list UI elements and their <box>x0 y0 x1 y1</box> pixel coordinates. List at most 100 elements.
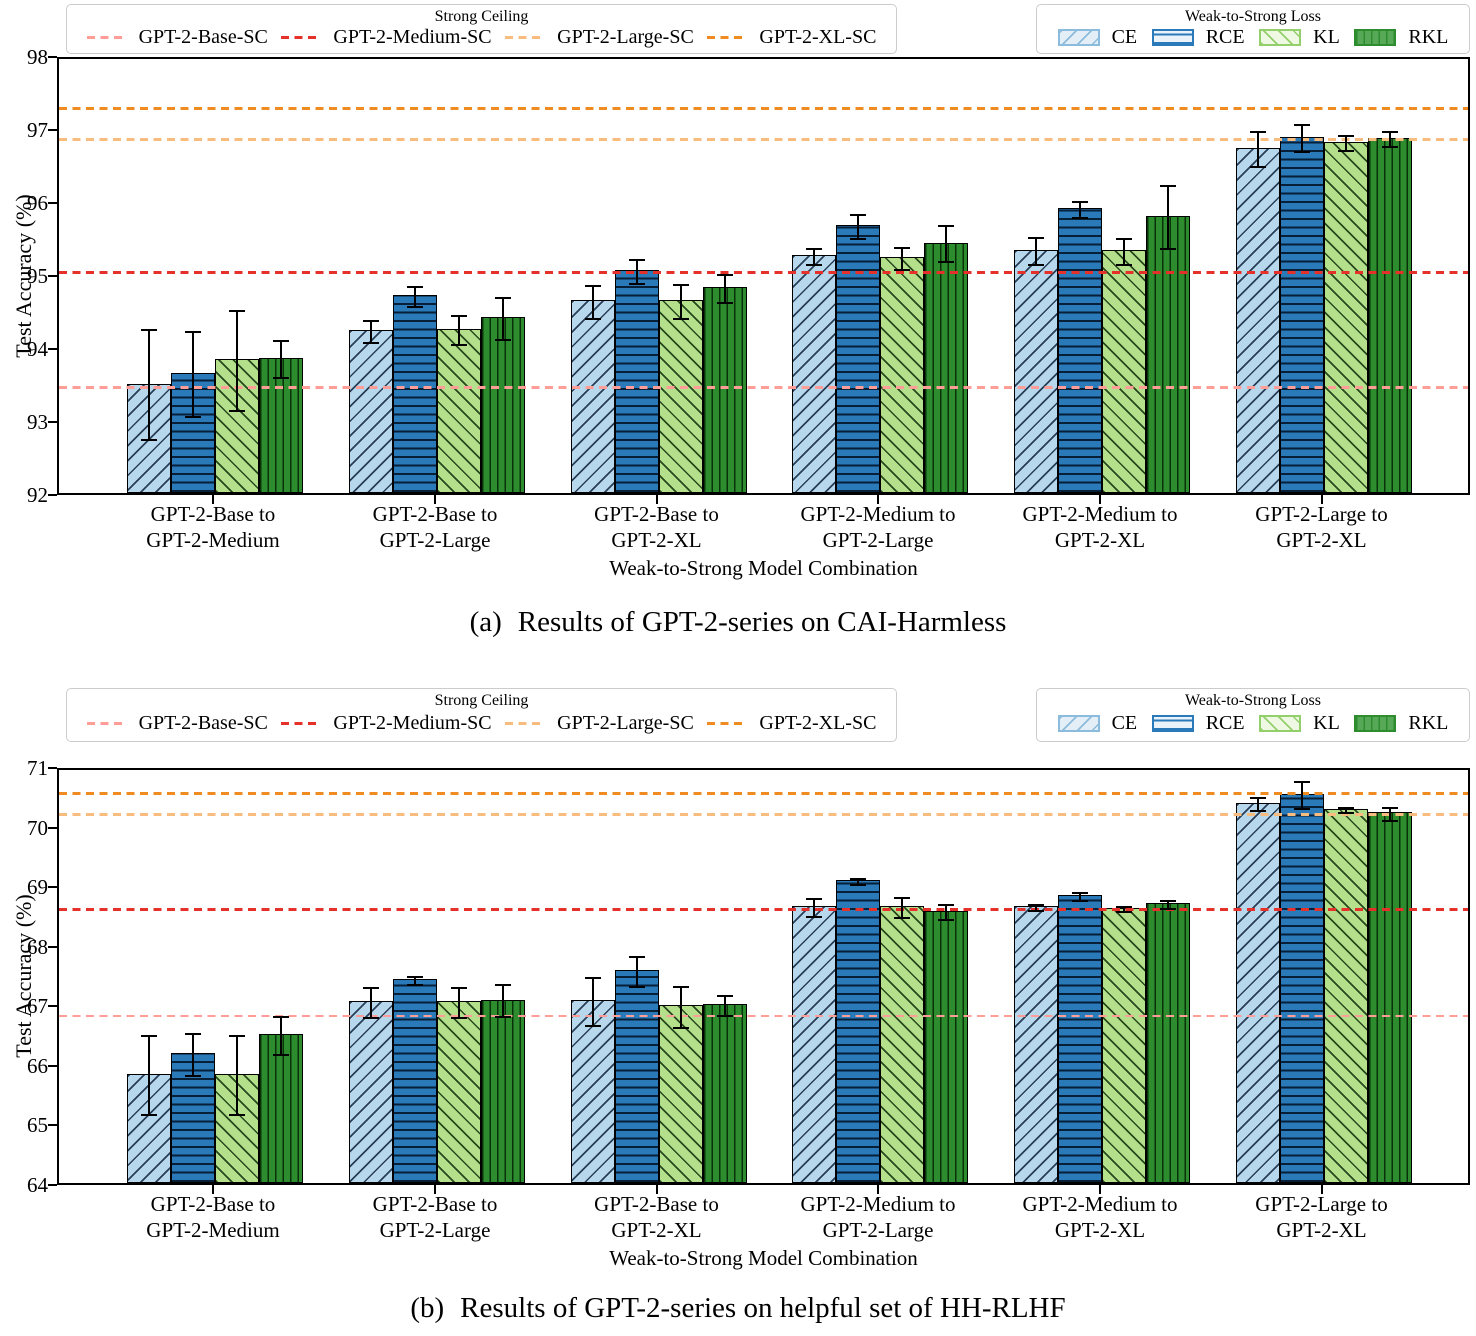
error-bar-rkl-group6 <box>1381 806 1398 822</box>
caption-b: (b) Results of GPT-2-series on helpful se… <box>0 1292 1476 1325</box>
error-bar-ce-group3 <box>584 284 601 320</box>
error-bar-rkl-group6 <box>1381 130 1398 149</box>
legend-item-rkl: RKL <box>1354 26 1448 49</box>
x-tick-mark <box>877 495 879 504</box>
bar-rce-group3 <box>614 270 659 493</box>
bar-kl-group5 <box>1102 907 1146 1183</box>
legend-item-kl: KL <box>1259 712 1340 735</box>
legend-title-strong-ceiling: Strong Ceiling <box>434 8 529 25</box>
bar-rce-group4 <box>836 225 880 493</box>
legend-strong-ceiling-b: Strong Ceiling GPT-2-Base-SC GPT-2-Medium… <box>66 688 897 742</box>
error-bar-rkl-group2 <box>495 984 511 1019</box>
bar-rkl-group2 <box>481 317 525 493</box>
y-tick-label: 96 <box>27 191 48 215</box>
x-tick-label: GPT-2-Base to GPT-2-Large <box>372 1192 498 1242</box>
x-tick-mark <box>212 1185 214 1194</box>
y-tick-mark <box>48 275 57 277</box>
bar-rce-group5 <box>1058 895 1102 1183</box>
legend-item-label: GPT-2-Medium-SC <box>333 712 492 735</box>
x-tick-label: GPT-2-Large to GPT-2-XL <box>1255 1192 1388 1242</box>
hatch-swatch-icon <box>1354 715 1397 733</box>
error-bar-rce-group5 <box>1072 892 1088 902</box>
legend-item-label: GPT-2-XL-SC <box>759 712 877 735</box>
error-bar-ce-group4 <box>806 248 822 266</box>
legend-item-gpt-2-large-sc: GPT-2-Large-SC <box>505 26 694 49</box>
plot-area-b <box>57 768 1470 1185</box>
legend-item-label: GPT-2-XL-SC <box>759 26 877 49</box>
x-tick-mark <box>1320 495 1323 504</box>
y-tick-mark <box>48 767 57 769</box>
caption-b-text: Results of GPT-2-series on helpful set o… <box>460 1292 1066 1324</box>
legend-item-label: RKL <box>1408 26 1449 49</box>
x-tick-label: GPT-2-Base to GPT-2-XL <box>594 502 719 552</box>
error-bar-rkl-group3 <box>716 274 733 304</box>
error-bar-rce-group5 <box>1072 201 1088 219</box>
legend-strong-ceiling-a: Strong Ceiling GPT-2-Base-SC GPT-2-Medium… <box>66 4 897 54</box>
dashed-line-swatch-icon <box>86 722 127 726</box>
error-bar-rkl-group5 <box>1160 185 1176 250</box>
dashed-line-swatch-icon <box>505 722 546 726</box>
x-tick-mark <box>1099 1185 1101 1194</box>
error-bar-ce-group2 <box>363 319 379 345</box>
legend-items-loss: CE RCE KL RKL <box>1037 26 1469 53</box>
error-bar-rkl-group4 <box>938 225 954 264</box>
x-tick-label: GPT-2-Base to GPT-2-XL <box>594 1192 719 1242</box>
bar-rce-group6 <box>1279 794 1324 1183</box>
bar-ce-group2 <box>349 1001 393 1183</box>
bar-rce-group4 <box>836 880 880 1183</box>
bar-ce-group4 <box>792 255 836 493</box>
error-bar-rce-group1 <box>185 1033 201 1077</box>
x-axis-label-b: Weak-to-Strong Model Combination <box>609 1246 918 1270</box>
legend-item-gpt-2-xl-sc: GPT-2-XL-SC <box>707 712 876 735</box>
legend-item-label: GPT-2-Large-SC <box>557 26 694 49</box>
error-bar-kl-group3 <box>672 985 689 1029</box>
y-tick-label: 69 <box>27 875 48 900</box>
error-bar-ce-group1 <box>141 329 157 442</box>
legend-weak-to-strong-loss-b: Weak-to-Strong Loss CE RCE KL RKL <box>1036 688 1470 742</box>
caption-a-text: Results of GPT-2-series on CAI-Harmless <box>517 606 1007 638</box>
x-tick-mark <box>1320 1185 1323 1194</box>
dashed-line-swatch-icon <box>707 722 748 726</box>
legend-item-label: GPT-2-Medium-SC <box>333 26 492 49</box>
y-tick-mark <box>48 421 57 423</box>
y-tick-label: 95 <box>27 264 48 288</box>
bar-ce-group5 <box>1014 249 1058 493</box>
legend-weak-to-strong-loss-a: Weak-to-Strong Loss CE RCE KL RKL <box>1036 4 1470 54</box>
y-tick-mark <box>48 1124 57 1127</box>
x-tick-label: GPT-2-Medium to GPT-2-XL <box>1022 1192 1178 1242</box>
y-tick-label: 66 <box>27 1053 48 1078</box>
caption-a: (a) Results of GPT-2-series on CAI-Harmle… <box>0 606 1476 639</box>
error-bar-kl-group3 <box>672 283 689 321</box>
bar-rkl-group6 <box>1367 812 1412 1183</box>
dashed-line-swatch-icon <box>281 36 322 40</box>
y-tick-mark <box>48 56 57 58</box>
bar-rkl-group3 <box>702 1004 747 1183</box>
legend-item-label: KL <box>1313 712 1340 735</box>
error-bar-rce-group3 <box>628 259 645 286</box>
error-bar-rce-group2 <box>407 286 423 308</box>
ceiling-line-gpt-2-medium-sc <box>59 270 1468 274</box>
bar-rkl-group2 <box>481 999 525 1183</box>
y-tick-mark <box>48 202 57 204</box>
x-tick-mark <box>655 1185 658 1194</box>
dashed-line-swatch-icon <box>505 36 546 40</box>
bar-kl-group3 <box>658 1005 703 1183</box>
bar-rkl-group6 <box>1367 137 1412 493</box>
bar-ce-group6 <box>1235 147 1280 493</box>
legend-item-gpt-2-xl-sc: GPT-2-XL-SC <box>707 26 876 49</box>
y-tick-label: 97 <box>27 118 48 142</box>
bar-ce-group3 <box>570 1000 615 1183</box>
y-tick-mark <box>48 129 57 131</box>
legend-item-label: RCE <box>1205 26 1245 49</box>
legend-item-gpt-2-base-sc: GPT-2-Base-SC <box>86 26 268 49</box>
x-axis-label-a: Weak-to-Strong Model Combination <box>609 556 918 580</box>
error-bar-kl-group4 <box>894 246 910 272</box>
y-tick-mark <box>48 945 57 948</box>
y-tick-mark <box>48 348 57 350</box>
dashed-line-swatch-icon <box>86 36 127 40</box>
x-tick-label: GPT-2-Large to GPT-2-XL <box>1255 502 1388 552</box>
legend-item-label: GPT-2-Base-SC <box>138 26 268 49</box>
y-tick-label: 71 <box>27 756 48 780</box>
x-tick-mark <box>1099 495 1101 504</box>
error-bar-rce-group4 <box>850 878 866 886</box>
